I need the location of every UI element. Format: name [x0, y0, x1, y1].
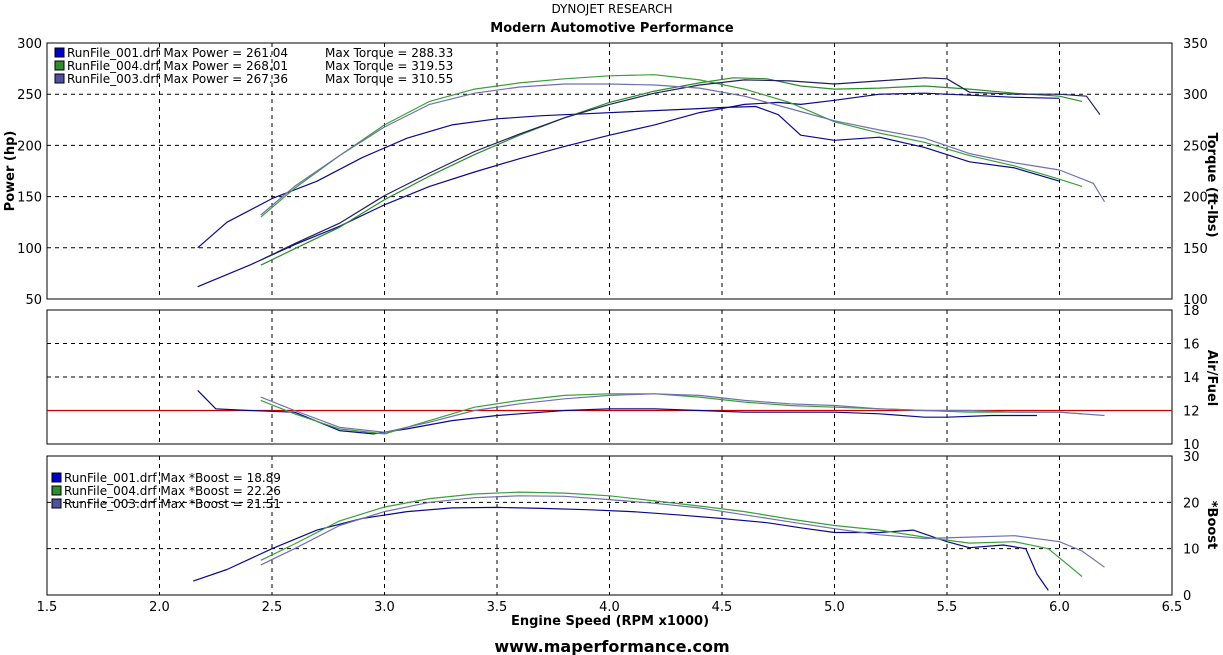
boost-legend-entry-run-004: RunFile_004.drf Max *Boost = 22.26 — [51, 484, 281, 498]
x-tick-2: 2.5 — [262, 600, 283, 615]
y-tick-air-fuel-0: 10 — [1183, 438, 1200, 453]
boost-legend-entry-run-001: RunFile_001.drf Max *Boost = 18.89 — [51, 471, 281, 485]
y2-axis-label-torque: Torque (ft-lbs) — [1204, 132, 1219, 237]
y-tick-air-fuel-4: 18 — [1183, 304, 1200, 319]
x-axis-label: Engine Speed (RPM x1000) — [511, 614, 709, 629]
x-tick-7: 5.0 — [824, 600, 845, 615]
y-tick-power-torque-1: 100 — [17, 242, 42, 257]
y-tick-boost-3: 30 — [1183, 450, 1200, 465]
series-boost-runfile-003 — [260, 495, 1105, 568]
legend-torque-run-004: Max Torque = 319.53 — [325, 59, 453, 73]
boost-legend-swatch-run-001 — [51, 472, 62, 483]
legend-power-run-004: RunFile_004.drf Max Power = 268.01 — [67, 59, 288, 73]
y-axis-label-boost: *Boost — [1204, 501, 1219, 550]
legend-power-run-003: RunFile_003.drf Max Power = 267.36 — [67, 72, 288, 86]
legend-swatch-run-001 — [54, 47, 65, 58]
tick-labels: 5010015020025030010015020025030035010121… — [17, 37, 1208, 615]
y-tick-boost-1: 10 — [1183, 543, 1200, 558]
x-tick-1: 2.0 — [149, 600, 170, 615]
y2-tick-power-torque-4: 300 — [1183, 88, 1208, 103]
legend-entry-run-004: RunFile_004.drf Max Power = 268.01 Max T… — [54, 59, 453, 73]
legend-power-run-001: RunFile_001.drf Max Power = 261.04 — [67, 46, 288, 60]
x-tick-5: 4.0 — [599, 600, 620, 615]
x-tick-8: 5.5 — [937, 600, 958, 615]
boost-legend-run-001: RunFile_001.drf Max *Boost = 18.89 — [64, 471, 281, 485]
legend-swatch-run-003 — [54, 73, 65, 84]
y2-tick-power-torque-5: 350 — [1183, 37, 1208, 52]
legend-entry-run-001: RunFile_001.drf Max Power = 261.04 Max T… — [54, 46, 453, 60]
boost-legend-run-003: RunFile_003.drf Max *Boost = 21.51 — [64, 497, 281, 511]
series-power-torque-torque-runfile-004 — [260, 74, 1083, 218]
y-tick-air-fuel-1: 12 — [1183, 405, 1200, 420]
boost-legend: RunFile_001.drf Max *Boost = 18.89 RunFi… — [51, 471, 281, 511]
legend-torque-run-001: Max Torque = 288.33 — [325, 46, 453, 60]
series-power-torque-power-runfile-001 — [197, 92, 1060, 288]
series-power-torque-torque-runfile-001 — [197, 105, 1060, 249]
legend-entry-run-003: RunFile_003.drf Max Power = 267.36 Max T… — [54, 72, 453, 86]
y2-tick-power-torque-3: 250 — [1183, 139, 1208, 154]
series-air-fuel-runfile-004 — [260, 393, 1083, 435]
y-axis-label-air-fuel: Air/Fuel — [1204, 350, 1219, 406]
series-power-torque-power-runfile-004 — [260, 77, 1083, 266]
boost-legend-swatch-run-004 — [51, 485, 62, 496]
y-tick-power-torque-5: 300 — [17, 37, 42, 52]
x-tick-6: 4.5 — [712, 600, 733, 615]
power-torque-legend: RunFile_001.drf Max Power = 261.04 Max T… — [54, 46, 453, 86]
x-tick-9: 6.0 — [1049, 600, 1070, 615]
y-tick-boost-0: 0 — [1183, 589, 1191, 604]
series-air-fuel-runfile-003 — [260, 393, 1105, 433]
y-tick-boost-2: 20 — [1183, 496, 1200, 511]
x-tick-0: 1.5 — [37, 600, 58, 615]
x-tick-10: 6.5 — [1162, 600, 1183, 615]
boost-legend-run-004: RunFile_004.drf Max *Boost = 22.26 — [64, 484, 281, 498]
company-name: DYNOJET RESEARCH — [551, 2, 672, 16]
y-tick-air-fuel-3: 16 — [1183, 338, 1200, 353]
y-tick-power-torque-0: 50 — [25, 293, 42, 308]
boost-legend-swatch-run-003 — [51, 498, 62, 509]
y-tick-power-torque-3: 200 — [17, 139, 42, 154]
x-tick-4: 3.5 — [487, 600, 508, 615]
data-series — [193, 74, 1106, 591]
y-axis-label-power: Power (hp) — [3, 131, 18, 212]
series-power-torque-torque-runfile-003 — [260, 83, 1106, 216]
boost-legend-entry-run-003: RunFile_003.drf Max *Boost = 21.51 — [51, 497, 281, 511]
y2-tick-power-torque-2: 200 — [1183, 191, 1208, 206]
x-tick-3: 3.0 — [374, 600, 395, 615]
chart-title: Modern Automotive Performance — [490, 21, 734, 36]
legend-torque-run-003: Max Torque = 310.55 — [325, 72, 453, 86]
y2-tick-power-torque-0: 100 — [1183, 293, 1208, 308]
legend-swatch-run-004 — [54, 60, 65, 71]
series-power-torque-power-runfile-003 — [260, 77, 1101, 261]
website-footer: www.maperformance.com — [494, 637, 729, 655]
y-tick-power-torque-2: 150 — [17, 191, 42, 206]
y2-tick-power-torque-1: 150 — [1183, 242, 1208, 257]
y-tick-air-fuel-2: 14 — [1183, 371, 1200, 386]
series-boost-runfile-004 — [260, 491, 1083, 577]
y-tick-power-torque-4: 250 — [17, 88, 42, 103]
